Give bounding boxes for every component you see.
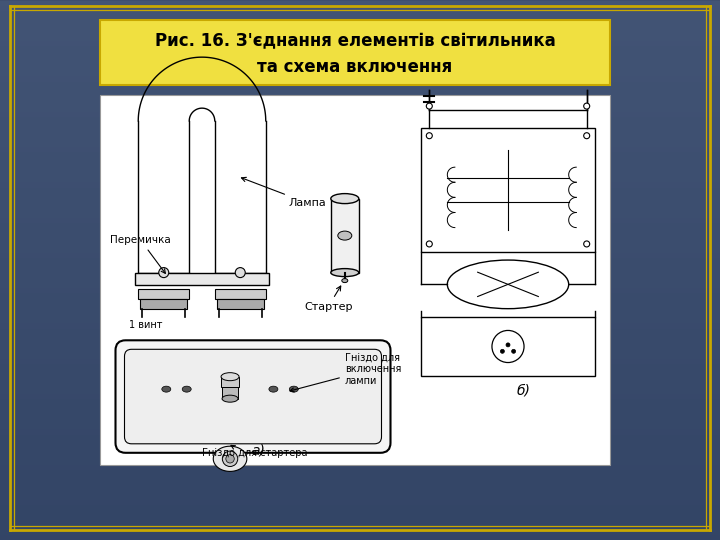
Circle shape xyxy=(426,103,432,109)
Circle shape xyxy=(584,103,590,109)
Ellipse shape xyxy=(182,386,192,392)
Text: Гніздо для
включення
лампи: Гніздо для включення лампи xyxy=(290,353,401,392)
Ellipse shape xyxy=(342,279,348,282)
Circle shape xyxy=(500,349,505,353)
Ellipse shape xyxy=(330,194,359,204)
Bar xyxy=(221,377,239,387)
Circle shape xyxy=(492,330,524,362)
Text: б): б) xyxy=(516,384,530,398)
Text: Гніздо для стартера: Гніздо для стартера xyxy=(202,446,307,458)
Text: 1 винт: 1 винт xyxy=(129,320,163,330)
Bar xyxy=(100,95,610,465)
Bar xyxy=(222,387,238,399)
Ellipse shape xyxy=(289,386,298,392)
Bar xyxy=(215,288,266,299)
Bar xyxy=(135,273,269,285)
Bar xyxy=(217,299,264,308)
Circle shape xyxy=(222,451,238,467)
Text: а): а) xyxy=(251,443,265,457)
Circle shape xyxy=(426,133,432,139)
Text: та схема включення: та схема включення xyxy=(257,58,453,76)
Bar xyxy=(421,317,595,376)
Polygon shape xyxy=(213,446,247,471)
Ellipse shape xyxy=(330,268,359,276)
Circle shape xyxy=(426,241,432,247)
Circle shape xyxy=(158,268,168,278)
Text: Стартер: Стартер xyxy=(304,286,353,312)
Bar xyxy=(421,127,595,252)
Circle shape xyxy=(226,455,234,463)
FancyBboxPatch shape xyxy=(115,340,390,453)
Ellipse shape xyxy=(162,386,171,392)
Ellipse shape xyxy=(222,395,238,402)
Text: Перемичка: Перемичка xyxy=(110,235,171,273)
Text: Рис. 16. З'єднання елементів світильника: Рис. 16. З'єднання елементів світильника xyxy=(155,32,555,50)
Bar xyxy=(330,199,359,273)
Ellipse shape xyxy=(269,386,278,392)
Circle shape xyxy=(512,349,516,353)
Ellipse shape xyxy=(447,260,569,309)
Text: Лампа: Лампа xyxy=(241,177,326,208)
Circle shape xyxy=(506,343,510,347)
Ellipse shape xyxy=(338,231,352,240)
Bar xyxy=(100,20,610,85)
Bar xyxy=(138,288,189,299)
Ellipse shape xyxy=(221,373,239,381)
Bar xyxy=(140,299,187,308)
Circle shape xyxy=(584,241,590,247)
Circle shape xyxy=(235,268,246,278)
FancyBboxPatch shape xyxy=(125,349,382,444)
Circle shape xyxy=(584,133,590,139)
